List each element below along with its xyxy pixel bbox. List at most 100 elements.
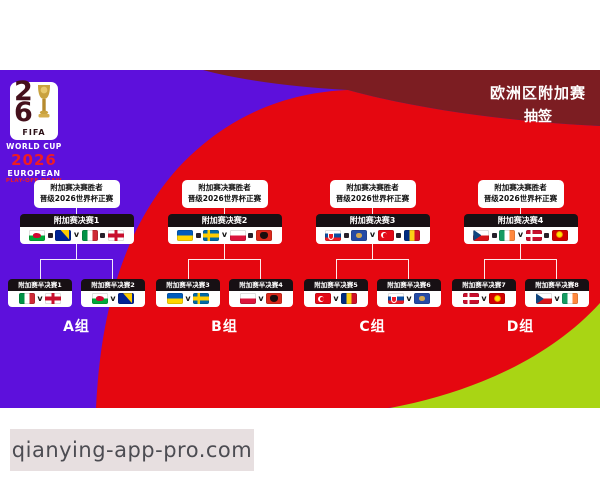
or-separator-icon bbox=[195, 232, 201, 238]
semifinal-flag-row: v bbox=[8, 290, 72, 307]
ireland-flag bbox=[562, 293, 579, 305]
logo-year-text: 2026 bbox=[11, 150, 57, 169]
poland-flag bbox=[239, 293, 256, 305]
final-match-label: 附加赛决赛1 bbox=[19, 213, 134, 227]
versus-label: v bbox=[73, 230, 80, 240]
winner-box-line2: 晋级2026世界杯正赛 bbox=[483, 193, 558, 203]
turkey-flag bbox=[377, 229, 394, 241]
logo-digit-6: 6 bbox=[14, 97, 33, 128]
logo-digit-2: 2 bbox=[14, 76, 33, 107]
bracket-group: 附加赛决赛胜者 晋级2026世界杯正赛 附加赛决赛1 v 附加赛半决赛1 v 附… bbox=[8, 180, 145, 336]
bracket-group: 附加赛决赛胜者 晋级2026世界杯正赛 附加赛决赛2 v 附加赛半决赛3 v 附… bbox=[156, 180, 293, 336]
semifinal-match-label: 附加赛半决赛7 bbox=[452, 278, 516, 291]
group-label: D组 bbox=[506, 318, 535, 335]
semifinal-flag-row: v bbox=[377, 290, 441, 307]
czechia-flag bbox=[535, 293, 552, 305]
czechia-flag bbox=[473, 229, 490, 241]
slovakia-flag bbox=[325, 229, 342, 241]
semifinal-row: 附加赛半决赛7 v 附加赛半决赛8 v bbox=[452, 278, 589, 307]
kosovo-flag bbox=[351, 229, 368, 241]
final-match-box: 附加赛决赛1 v bbox=[19, 213, 134, 244]
winner-box-line1: 附加赛决赛胜者 bbox=[198, 183, 251, 192]
connector-line bbox=[75, 207, 78, 214]
semifinal-match-label: 附加赛半决赛6 bbox=[377, 278, 441, 291]
logo-playoff-draw-text: PLAY-OFF DRAW bbox=[5, 178, 62, 185]
semifinal-row: 附加赛半决赛1 v 附加赛半决赛2 v bbox=[8, 278, 145, 307]
connector-line bbox=[75, 243, 78, 259]
semifinal-match-box: 附加赛半决赛2 v bbox=[81, 278, 145, 307]
versus-label: v bbox=[333, 293, 339, 303]
ireland-flag bbox=[499, 229, 516, 241]
connector-elbow bbox=[336, 258, 409, 279]
denmark-flag bbox=[462, 293, 479, 305]
ukraine-flag bbox=[177, 229, 194, 241]
final-winner-box: 附加赛决赛胜者 晋级2026世界杯正赛 bbox=[181, 180, 268, 208]
denmark-flag bbox=[525, 229, 542, 241]
world-cup-trophy-icon bbox=[38, 85, 50, 118]
draw-title: 欧洲区附加赛 抽签 bbox=[490, 82, 586, 126]
or-separator-icon bbox=[248, 232, 254, 238]
final-match-box: 附加赛决赛4 v bbox=[463, 213, 578, 244]
semifinal-flag-row: v bbox=[304, 290, 368, 307]
green-corner-shape bbox=[390, 303, 600, 408]
turkey-flag bbox=[314, 293, 331, 305]
draw-title-line2: 抽签 bbox=[523, 109, 552, 125]
semifinal-match-box: 附加赛半决赛6 v bbox=[377, 278, 441, 307]
north-macedonia-flag bbox=[551, 229, 568, 241]
versus-label: v bbox=[369, 230, 376, 240]
versus-label: v bbox=[517, 230, 524, 240]
final-match-box: 附加赛决赛3 v bbox=[315, 213, 430, 244]
final-flag-row: v bbox=[463, 226, 578, 244]
final-match-label: 附加赛决赛4 bbox=[463, 213, 578, 227]
watermark: qianying-app-pro.com bbox=[10, 429, 254, 471]
semifinal-flag-row: v bbox=[452, 290, 516, 307]
versus-label: v bbox=[406, 293, 412, 303]
bracket-group: 附加赛决赛胜者 晋级2026世界杯正赛 附加赛决赛4 v 附加赛半决赛7 v 附… bbox=[452, 180, 589, 336]
semifinal-flag-row: v bbox=[229, 290, 293, 307]
red-sweep-shape bbox=[96, 90, 600, 408]
semifinal-match-box: 附加赛半决赛4 v bbox=[229, 278, 293, 307]
final-match-label: 附加赛决赛3 bbox=[315, 213, 430, 227]
winner-box-line2: 晋级2026世界杯正赛 bbox=[39, 193, 114, 203]
final-match-box: 附加赛决赛2 v bbox=[167, 213, 282, 244]
bosnia-flag bbox=[118, 293, 135, 305]
maroon-top-band bbox=[203, 70, 600, 126]
italy-flag bbox=[18, 293, 35, 305]
fifa-wordmark: FIFA bbox=[22, 128, 46, 137]
semifinal-match-label: 附加赛半决赛2 bbox=[81, 278, 145, 291]
albania-flag bbox=[266, 293, 283, 305]
slovakia-flag bbox=[387, 293, 404, 305]
connector-line bbox=[223, 207, 226, 214]
or-separator-icon bbox=[100, 232, 106, 238]
versus-label: v bbox=[554, 293, 560, 303]
connector-line bbox=[519, 207, 522, 214]
semifinal-match-box: 附加赛半决赛7 v bbox=[452, 278, 516, 307]
logo-world-cup-text: WORLD CUP bbox=[6, 142, 62, 151]
connector-line bbox=[371, 207, 374, 214]
bosnia-flag bbox=[55, 229, 72, 241]
romania-flag bbox=[341, 293, 358, 305]
wales-flag bbox=[91, 293, 108, 305]
semifinal-match-box: 附加赛半决赛5 v bbox=[304, 278, 368, 307]
semifinal-match-label: 附加赛半决赛5 bbox=[304, 278, 368, 291]
semifinal-match-label: 附加赛半决赛3 bbox=[156, 278, 220, 291]
semifinal-flag-row: v bbox=[81, 290, 145, 307]
logo-caption: WORLD CUP 2026 EUROPEAN PLAY-OFF DRAW bbox=[4, 142, 64, 185]
winner-box-line1: 附加赛决赛胜者 bbox=[50, 183, 103, 192]
sweden-flag bbox=[193, 293, 210, 305]
final-winner-box: 附加赛决赛胜者 晋级2026世界杯正赛 bbox=[477, 180, 564, 208]
versus-label: v bbox=[481, 293, 487, 303]
semifinal-flag-row: v bbox=[525, 290, 589, 307]
winner-box-line1: 附加赛决赛胜者 bbox=[494, 183, 547, 192]
draw-poster: 2 6 FIFA WORLD CUP 2026 EUROPEAN PLAY-OF… bbox=[0, 70, 600, 408]
versus-label: v bbox=[110, 293, 116, 303]
final-flag-row: v bbox=[19, 226, 134, 244]
northern-ireland-flag bbox=[107, 229, 124, 241]
semifinal-match-box: 附加赛半决赛8 v bbox=[525, 278, 589, 307]
or-separator-icon bbox=[491, 232, 497, 238]
semifinal-match-box: 附加赛半决赛3 v bbox=[156, 278, 220, 307]
semifinal-match-label: 附加赛半决赛4 bbox=[229, 278, 293, 291]
wales-flag bbox=[29, 229, 46, 241]
ukraine-flag bbox=[166, 293, 183, 305]
albania-flag bbox=[255, 229, 272, 241]
